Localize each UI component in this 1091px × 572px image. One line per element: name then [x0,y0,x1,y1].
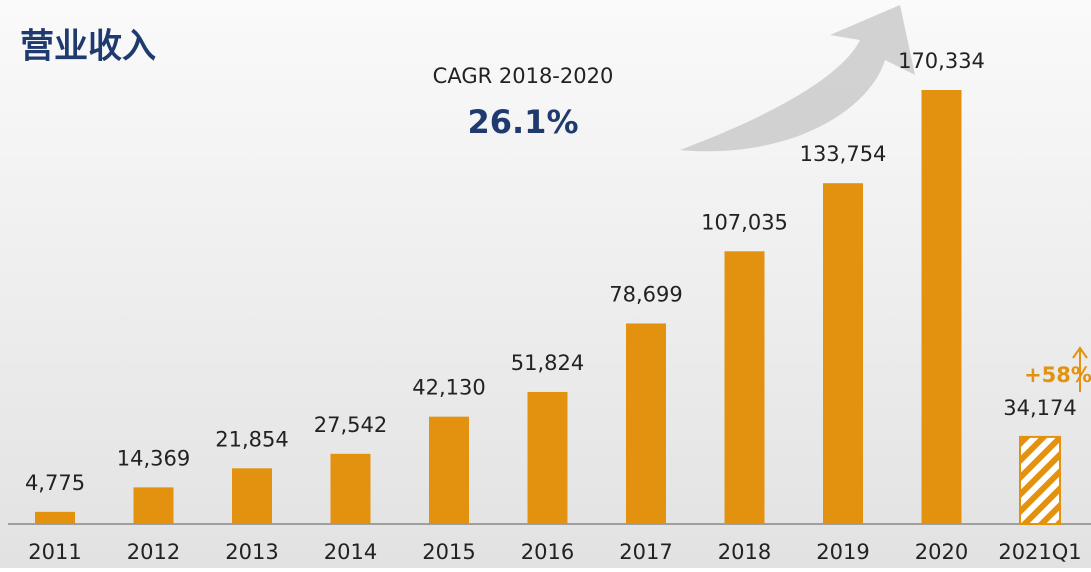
cagr-label: CAGR 2018-2020 [433,64,614,88]
value-label: 51,824 [511,351,584,375]
bar [1019,435,1061,525]
value-label: 34,174 [1003,396,1076,420]
value-label: 133,754 [800,142,887,166]
value-label: 14,369 [117,446,190,470]
x-tick-label: 2013 [225,540,278,564]
bar [626,323,666,524]
growth-up-arrow [1072,346,1088,392]
x-tick-label: 2017 [619,540,672,564]
x-tick-label: 2018 [718,540,771,564]
value-label: 107,035 [701,210,788,234]
bar [35,511,75,524]
x-tick-label: 2014 [324,540,377,564]
x-tick-label: 2011 [28,540,81,564]
growth-arrow [680,5,915,152]
value-label: 21,854 [215,427,288,451]
x-tick-label: 2020 [915,540,968,564]
bar [133,487,174,524]
value-label: 42,130 [412,376,485,400]
bar [823,183,863,524]
x-tick-label: 2016 [521,540,574,564]
x-tick-label: 2019 [816,540,869,564]
chart-title: 营业收入 [20,27,156,67]
bar [921,90,962,524]
value-label: 27,542 [314,413,387,437]
x-tick-label: 2015 [422,540,475,564]
bar [527,391,568,524]
x-tick-label: 2021Q1 [998,540,1081,564]
bar [330,453,371,524]
value-label: 78,699 [609,282,682,306]
value-label: 170,334 [898,49,985,73]
cagr-value: 26.1% [467,103,578,141]
bar [429,416,469,524]
bar [232,468,272,524]
bar [724,251,765,525]
x-tick-label: 2012 [127,540,180,564]
value-label: 4,775 [25,471,85,495]
